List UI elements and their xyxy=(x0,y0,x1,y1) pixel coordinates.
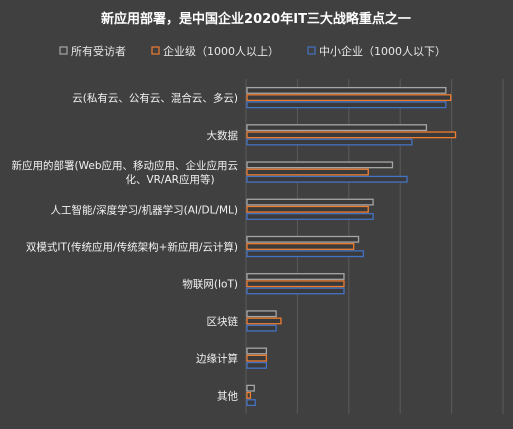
bar xyxy=(246,391,252,399)
bar xyxy=(246,205,369,213)
bar xyxy=(246,280,345,288)
chart-title: 新应用部署，是中国企业2020年IT三大战略重点之一 xyxy=(101,11,411,27)
bar xyxy=(246,198,374,206)
bar xyxy=(246,310,277,318)
legend-label: 所有受访者 xyxy=(71,44,126,58)
legend-item: 所有受访者 xyxy=(59,44,126,58)
bar xyxy=(246,347,268,355)
category-label: 化、VR/AR应用等) xyxy=(125,173,214,186)
bar xyxy=(246,168,369,176)
category-label: 新应用的部署(Web应用、移动应用、企业应用云 xyxy=(12,159,239,172)
legend-item: 中小企业（1000人以下） xyxy=(307,44,446,58)
bar xyxy=(246,235,360,243)
bar xyxy=(246,317,282,325)
bar xyxy=(246,175,408,183)
legend-label: 企业级（1000人以上） xyxy=(163,44,279,58)
category-label: 物联网(IoT) xyxy=(182,278,238,291)
legend-item: 企业级（1000人以上） xyxy=(151,44,279,58)
bar xyxy=(246,243,355,250)
category-label: 其他 xyxy=(217,389,238,402)
category-label: 边缘计算 xyxy=(196,352,238,365)
legend-label: 中小企业（1000人以下） xyxy=(319,44,446,58)
bar xyxy=(246,94,452,102)
bar xyxy=(246,213,374,220)
bars xyxy=(246,86,457,407)
bar xyxy=(246,124,428,132)
bar xyxy=(246,354,268,362)
bar xyxy=(246,287,345,295)
bar xyxy=(246,399,256,407)
legend: 所有受访者 企业级（1000人以上） 中小企业（1000人以下） xyxy=(59,44,446,58)
category-label: 双模式IT(传统应用/传统架构+新应用/云计算) xyxy=(26,241,238,254)
legend-swatch xyxy=(307,46,316,55)
legend-swatch xyxy=(151,46,160,55)
bar xyxy=(246,384,255,392)
bar xyxy=(246,86,447,94)
bar xyxy=(246,138,413,146)
bar xyxy=(246,250,365,258)
category-label: 云(私有云、公有云、混合云、多云) xyxy=(72,92,238,105)
bar xyxy=(246,361,268,369)
legend-swatch xyxy=(59,46,68,55)
category-label: 区块链 xyxy=(207,315,239,328)
bar xyxy=(246,324,277,332)
bar xyxy=(246,273,345,280)
category-label: 大数据 xyxy=(207,129,239,142)
category-label: 人工智能/深度学习/机器学习(AI/DL/ML) xyxy=(51,203,238,216)
category-labels: 云(私有云、公有云、混合云、多云) 大数据新应用的部署(Web应用、移动应用、企业… xyxy=(12,92,239,403)
bar xyxy=(246,101,447,109)
bar xyxy=(246,161,394,169)
bar xyxy=(246,131,457,139)
